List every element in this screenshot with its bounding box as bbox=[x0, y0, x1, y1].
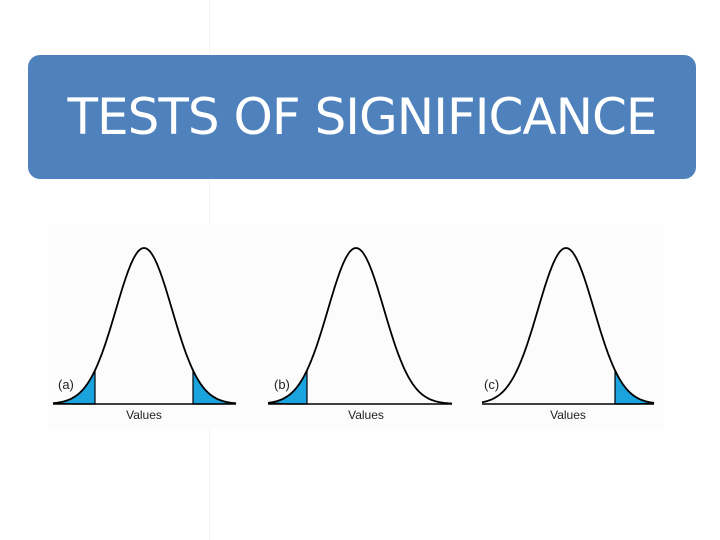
panel-b: (b) Values bbox=[267, 247, 453, 422]
right-tail-shading bbox=[192, 370, 237, 405]
x-axis-label: Values bbox=[348, 408, 384, 422]
panel-a: (a) Values bbox=[52, 247, 237, 422]
x-axis-label: Values bbox=[550, 408, 586, 422]
panel-tag: (c) bbox=[484, 377, 499, 392]
right-tail-shading bbox=[614, 370, 655, 405]
bell-curve bbox=[52, 247, 237, 405]
panel-c: (c) Values bbox=[481, 247, 655, 422]
slide-title: TESTS OF SIGNIFICANCE bbox=[67, 88, 658, 146]
title-banner: TESTS OF SIGNIFICANCE bbox=[28, 55, 696, 179]
distribution-diagrams-svg: (a) Values (b) Values (c) Values bbox=[52, 247, 655, 422]
x-axis-label: Values bbox=[126, 408, 162, 422]
bell-curve bbox=[267, 247, 453, 405]
normal-distribution-figure: (a) Values (b) Values (c) Values bbox=[48, 225, 664, 429]
panel-tag: (a) bbox=[58, 377, 74, 392]
bell-curve bbox=[481, 247, 655, 404]
panel-tag: (b) bbox=[274, 377, 290, 392]
